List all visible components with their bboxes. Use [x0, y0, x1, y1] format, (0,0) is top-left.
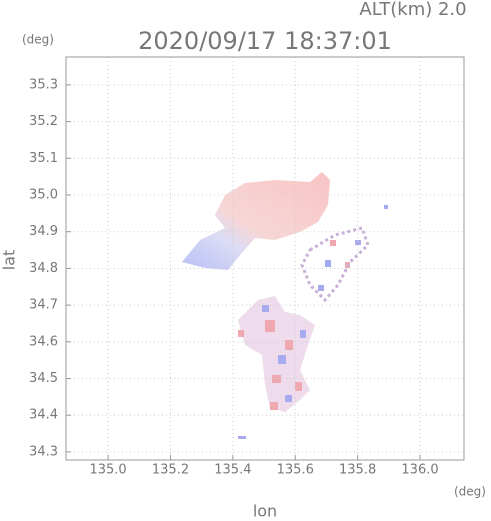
- y-tick-label: 34.6: [29, 334, 58, 349]
- y-tick-label: 34.8: [29, 261, 58, 276]
- echo-region: [182, 172, 330, 270]
- y-axis-label: lat: [0, 250, 19, 271]
- x-tick-label: 136.0: [401, 463, 438, 478]
- x-axis-label: lon: [253, 502, 277, 521]
- y-tick-label: 35.0: [29, 188, 58, 203]
- y-tick-label: 34.9: [29, 224, 58, 239]
- chart-title: 2020/09/17 18:37:01: [138, 27, 392, 55]
- echo-cells: [238, 205, 388, 439]
- plot-frame: [65, 56, 465, 461]
- x-tick-label: 135.0: [89, 463, 126, 478]
- x-unit: (deg): [454, 485, 486, 499]
- y-tick-label: 34.3: [29, 444, 58, 459]
- annotation: ALT(km) 2.0: [359, 0, 466, 20]
- x-tick-label: 135.6: [277, 463, 314, 478]
- echo-region: [238, 296, 315, 412]
- echo-region: [300, 226, 370, 303]
- y-tick-label: 34.4: [29, 408, 58, 423]
- y-tick-label: 35.2: [29, 114, 58, 129]
- y-tick-label: 35.3: [29, 77, 58, 92]
- x-tick-label: 135.4: [214, 463, 251, 478]
- y-tick-label: 34.7: [29, 298, 58, 313]
- echo-layer: [182, 172, 388, 439]
- y-unit: (deg): [22, 33, 54, 47]
- y-tick-label: 34.5: [29, 371, 58, 386]
- y-tick-label: 35.1: [29, 151, 58, 166]
- x-tick-label: 135.8: [339, 463, 376, 478]
- x-tick-label: 135.2: [152, 463, 189, 478]
